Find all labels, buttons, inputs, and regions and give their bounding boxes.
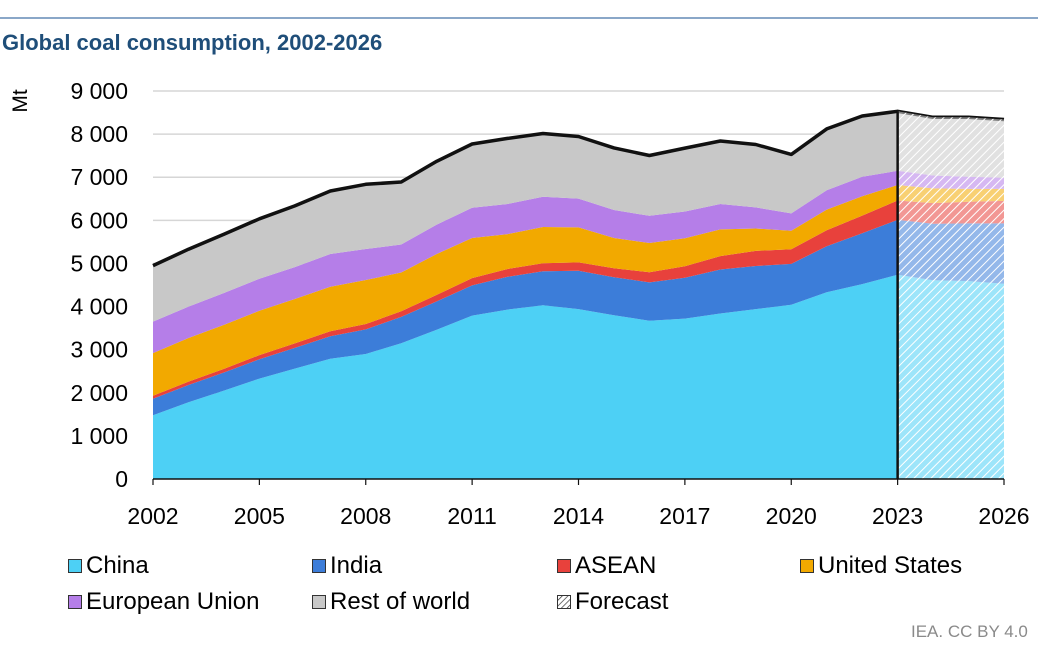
x-tick-label: 2023 (872, 503, 923, 529)
x-tick-label: 2011 (447, 503, 496, 529)
area-china (153, 274, 1004, 479)
y-tick-label: 6 000 (70, 207, 128, 233)
x-tick-labels: 2002 2005 2008 2011 2014 2017 2020 2023 2026 (127, 503, 1029, 529)
y-tick-label: 4 000 (70, 294, 128, 320)
y-tick-label: 2 000 (70, 380, 128, 406)
chart-title: Global coal consumption, 2002-2026 (2, 30, 383, 55)
x-tick-label: 2008 (340, 503, 391, 529)
x-tick-label: 2014 (553, 503, 604, 529)
area-india (153, 219, 1004, 416)
forecast-overlay (896, 111, 1004, 480)
y-tick-label: 8 000 (70, 121, 128, 147)
y-tick-label: 7 000 (70, 164, 128, 190)
y-tick-label: 5 000 (70, 250, 128, 276)
axes (152, 478, 1005, 485)
y-tick-labels: 0 1 000 2 000 3 000 4 000 5 000 6 000 7 000 8 00… (70, 78, 128, 492)
x-tick-label: 2026 (978, 503, 1029, 529)
forecast-hatch (897, 111, 1004, 480)
area-asean (153, 200, 1004, 399)
area-layers (152, 109, 1005, 479)
y-tick-label: 1 000 (70, 423, 128, 449)
top-rule (0, 17, 1038, 19)
x-tick-label: 2020 (766, 503, 817, 529)
y-tick-label: 3 000 (70, 337, 128, 363)
x-tick-label: 2017 (659, 503, 710, 529)
source-note: IEA. CC BY 4.0 (911, 622, 1028, 641)
total-line (152, 109, 1005, 268)
x-tick-label: 2002 (127, 503, 178, 529)
area-european-union (153, 170, 1004, 354)
y-tick-label: 9 000 (70, 78, 128, 104)
area-rest-of-world (153, 111, 1004, 322)
area-united-states (153, 185, 1004, 396)
x-tick-label: 2005 (234, 503, 285, 529)
y-tick-label: 0 (115, 466, 128, 492)
